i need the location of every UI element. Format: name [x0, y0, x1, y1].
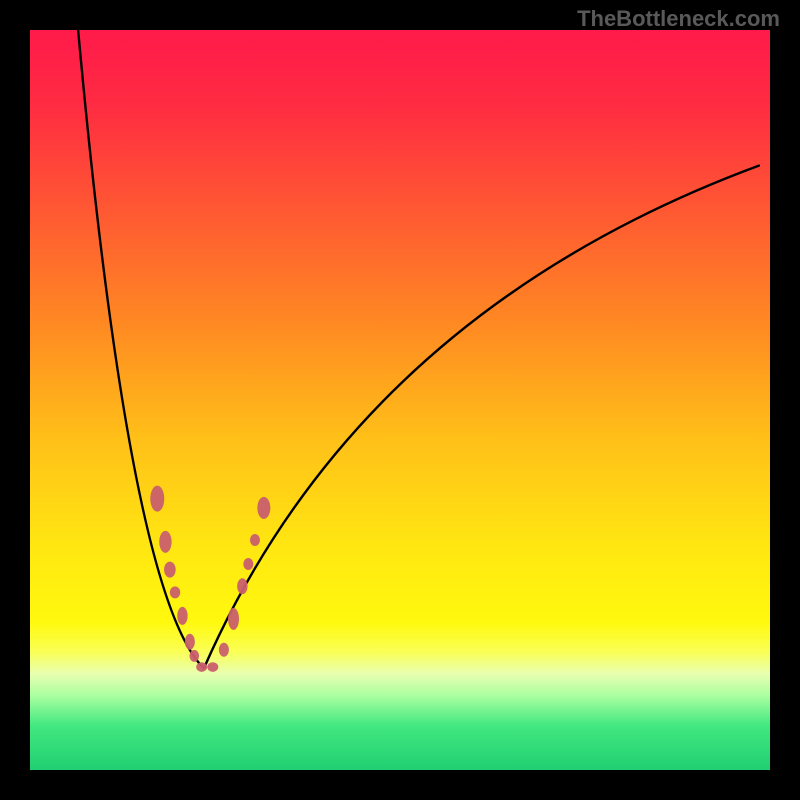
- marker-point: [257, 497, 270, 519]
- gradient-background: [30, 30, 770, 770]
- plot-svg: [30, 30, 770, 770]
- marker-point: [164, 562, 176, 578]
- chart-frame: TheBottleneck.com: [0, 0, 800, 800]
- plot-area: [30, 30, 770, 770]
- marker-point: [207, 662, 218, 672]
- marker-point: [237, 578, 247, 594]
- watermark-label: TheBottleneck.com: [577, 6, 780, 32]
- marker-point: [196, 662, 207, 672]
- marker-point: [219, 643, 229, 657]
- marker-point: [189, 650, 199, 662]
- marker-point: [185, 634, 195, 650]
- marker-point: [170, 586, 180, 598]
- marker-point: [243, 558, 253, 570]
- marker-point: [159, 531, 171, 553]
- marker-point: [250, 534, 260, 546]
- marker-point: [150, 486, 164, 512]
- marker-point: [228, 608, 239, 630]
- marker-point: [177, 607, 187, 625]
